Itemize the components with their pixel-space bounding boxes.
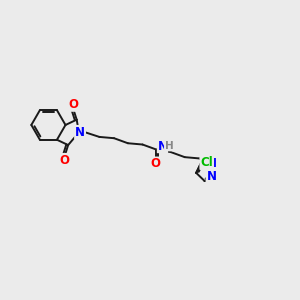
Text: O: O (150, 158, 160, 170)
Text: O: O (60, 154, 70, 167)
Text: H: H (164, 141, 173, 151)
Text: Cl: Cl (200, 156, 213, 169)
Text: N: N (158, 140, 167, 153)
Text: N: N (206, 158, 217, 170)
Text: N: N (206, 169, 217, 183)
Text: O: O (68, 98, 78, 111)
Text: N: N (75, 126, 85, 139)
